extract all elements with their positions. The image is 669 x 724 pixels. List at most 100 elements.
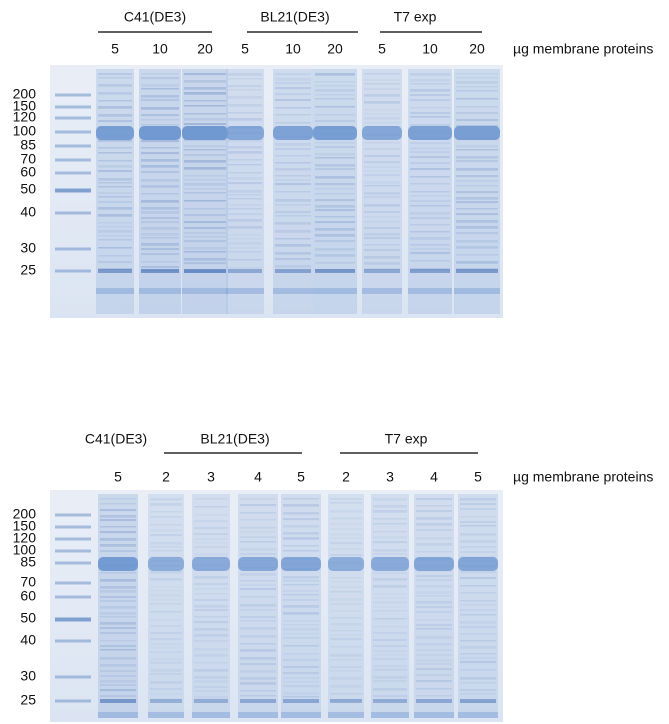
protein-band — [373, 665, 407, 668]
protein-band — [98, 196, 132, 198]
dye-front — [273, 288, 313, 294]
protein-band — [315, 216, 355, 218]
protein-band — [150, 590, 182, 592]
protein-band — [460, 640, 496, 642]
protein-band — [373, 593, 407, 595]
protein-band — [150, 643, 182, 646]
protein-band — [240, 584, 276, 587]
main-band — [454, 126, 500, 140]
protein-band — [100, 622, 136, 625]
protein-band — [275, 230, 311, 233]
protein-band — [194, 609, 228, 612]
main-band — [414, 557, 454, 571]
main-band — [408, 126, 452, 140]
protein-band — [141, 73, 179, 75]
protein-band — [100, 579, 136, 582]
protein-band — [373, 654, 407, 656]
protein-band — [283, 550, 319, 552]
protein-band — [364, 233, 400, 236]
protein-band — [283, 659, 319, 662]
protein-band — [283, 645, 319, 647]
protein-band — [275, 148, 311, 151]
protein-band — [100, 596, 136, 599]
protein-band — [228, 204, 262, 207]
protein-band — [410, 191, 450, 193]
protein-band — [283, 590, 319, 593]
protein-band — [100, 632, 136, 635]
protein-band — [460, 693, 496, 695]
protein-band — [373, 700, 407, 702]
protein-band — [100, 538, 136, 541]
group-label: BL21(DE3) — [260, 9, 329, 25]
protein-band — [410, 168, 450, 171]
protein-band — [416, 606, 452, 609]
protein-band — [275, 93, 311, 96]
protein-band — [98, 114, 132, 117]
protein-band — [460, 669, 496, 671]
protein-band — [228, 259, 262, 261]
protein-band — [315, 176, 355, 179]
protein-band — [275, 122, 311, 124]
protein-band — [460, 540, 496, 543]
lane-smear — [148, 494, 184, 718]
protein-band — [330, 528, 362, 531]
protein-band — [460, 551, 496, 554]
protein-band — [184, 188, 226, 190]
protein-band — [194, 621, 228, 624]
protein-band — [416, 543, 452, 546]
protein-band — [240, 573, 276, 576]
protein-band — [416, 674, 452, 677]
protein-band — [456, 90, 498, 92]
protein-band — [330, 591, 362, 593]
protein-band — [373, 597, 407, 599]
protein-band — [98, 170, 132, 173]
main-band — [273, 126, 313, 140]
protein-band — [228, 251, 262, 253]
protein-band — [240, 588, 276, 591]
protein-band — [330, 610, 362, 612]
protein-band — [194, 690, 228, 693]
protein-band — [456, 112, 498, 115]
protein-band — [416, 649, 452, 652]
protein-band — [315, 81, 355, 83]
marker-label: 200 — [13, 506, 37, 522]
dye-front — [281, 712, 321, 718]
protein-band — [240, 677, 276, 680]
protein-band — [373, 610, 407, 612]
protein-band — [283, 677, 319, 680]
protein-band — [228, 89, 262, 91]
protein-band — [456, 180, 498, 182]
protein-band — [184, 240, 226, 243]
protein-band — [150, 586, 182, 588]
lane-smear — [273, 69, 313, 314]
ladder-band — [55, 269, 91, 273]
protein-band — [410, 112, 450, 115]
protein-band — [228, 164, 262, 166]
dye-front — [226, 288, 264, 294]
protein-band — [410, 224, 450, 226]
marker-label: 50 — [20, 181, 36, 197]
protein-band — [228, 242, 262, 245]
protein-band — [315, 248, 355, 251]
protein-band — [98, 120, 132, 123]
protein-band — [100, 590, 136, 593]
ladder-band — [55, 144, 91, 148]
lane-label: 20 — [327, 41, 343, 57]
protein-band — [184, 232, 226, 235]
lower-band — [184, 269, 226, 273]
protein-band — [330, 654, 362, 657]
protein-band — [373, 505, 407, 508]
protein-band — [98, 100, 132, 102]
protein-band — [194, 546, 228, 549]
protein-band — [141, 233, 179, 236]
protein-band — [373, 688, 407, 691]
protein-band — [373, 549, 407, 552]
protein-band — [283, 624, 319, 626]
protein-band — [150, 625, 182, 628]
main-band — [226, 126, 264, 140]
protein-band — [330, 533, 362, 536]
protein-band — [416, 517, 452, 520]
protein-band — [364, 204, 400, 207]
protein-band — [315, 221, 355, 224]
protein-band — [456, 232, 498, 235]
